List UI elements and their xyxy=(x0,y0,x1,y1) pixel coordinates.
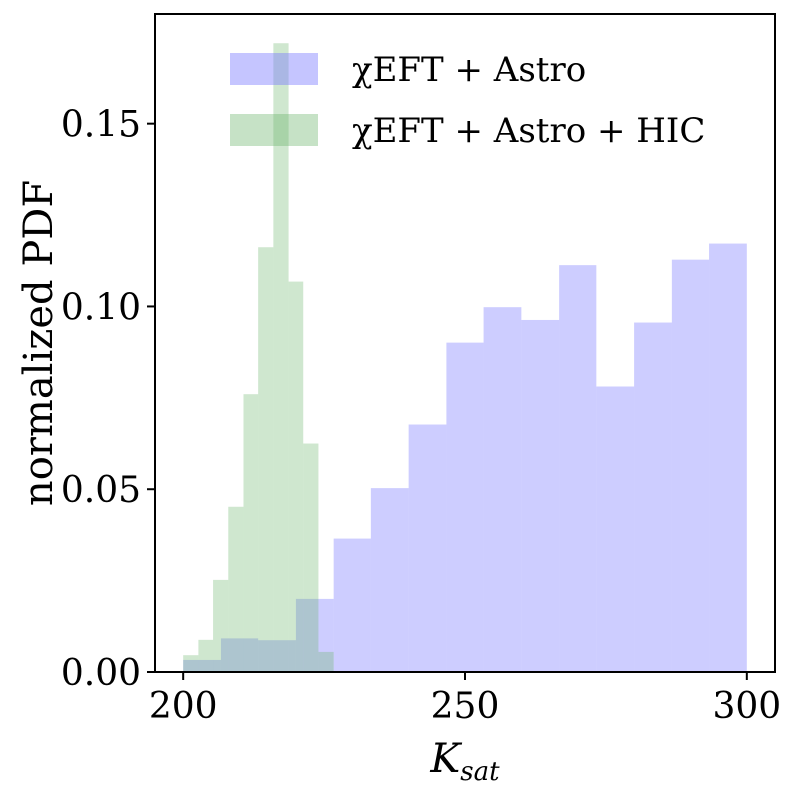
histogram-bar-s0-b4 xyxy=(333,538,371,672)
y-axis-ticks: 0.00 0.05 0.10 0.15 xyxy=(61,105,155,694)
histogram-bar-s1-b1 xyxy=(198,639,214,672)
plot-bars xyxy=(183,43,747,673)
histogram-bar-s1-b6 xyxy=(273,43,289,672)
histogram-bar-s0-b13 xyxy=(671,259,710,672)
x-axis-ticks: 200 250 300 xyxy=(149,672,781,727)
histogram-bar-s0-b12 xyxy=(634,322,672,672)
histogram-bar-s1-b4 xyxy=(243,394,259,672)
x-axis-label-main: K xyxy=(429,736,462,782)
y-tick-label-3: 0.15 xyxy=(61,105,141,146)
histogram-bar-s1-b2 xyxy=(213,579,229,672)
x-tick-label-1: 250 xyxy=(431,686,500,727)
x-tick-label-0: 200 xyxy=(149,686,218,727)
histogram-bar-s0-b14 xyxy=(709,243,747,672)
y-axis-label: normalized PDF xyxy=(16,180,62,506)
y-tick-label-2: 0.10 xyxy=(61,287,141,328)
histogram-bar-s0-b5 xyxy=(370,488,409,672)
histogram-bar-s0-b2 xyxy=(258,640,296,672)
histogram-bar-s0-b6 xyxy=(408,424,447,672)
x-axis-label: Ksat xyxy=(429,736,500,787)
histogram-bar-s0-b7 xyxy=(446,342,484,672)
legend-swatch-1 xyxy=(230,114,318,146)
histogram-bar-s1-b8 xyxy=(303,443,319,672)
histogram-bar-s1-b5 xyxy=(258,247,274,673)
histogram-bar-s0-b0 xyxy=(183,659,221,672)
x-tick-label-2: 300 xyxy=(712,686,781,727)
histogram-bar-s0-b1 xyxy=(220,638,259,672)
legend-swatch-0 xyxy=(230,53,318,85)
histogram-bar-s0-b9 xyxy=(521,319,560,672)
y-tick-label-0: 0.00 xyxy=(61,653,141,694)
histogram-bar-s1-b7 xyxy=(288,281,304,672)
histogram-bar-s0-b11 xyxy=(596,386,635,672)
x-axis-label-subscript: sat xyxy=(460,757,500,787)
histogram-bar-s1-b3 xyxy=(228,506,244,672)
histogram-bar-s0-b3 xyxy=(295,598,334,672)
legend-label-0: χEFT + Astro xyxy=(352,50,586,90)
histogram-bar-s0-b10 xyxy=(559,265,597,672)
legend-label-1: χEFT + Astro + HIC xyxy=(352,111,705,151)
legend: χEFT + Astro χEFT + Astro + HIC xyxy=(230,50,705,151)
y-tick-label-1: 0.05 xyxy=(61,470,141,511)
histogram-bar-s1-b0 xyxy=(183,655,199,672)
histogram-bar-s1-b9 xyxy=(318,651,334,672)
histogram-bar-s0-b8 xyxy=(483,307,522,672)
